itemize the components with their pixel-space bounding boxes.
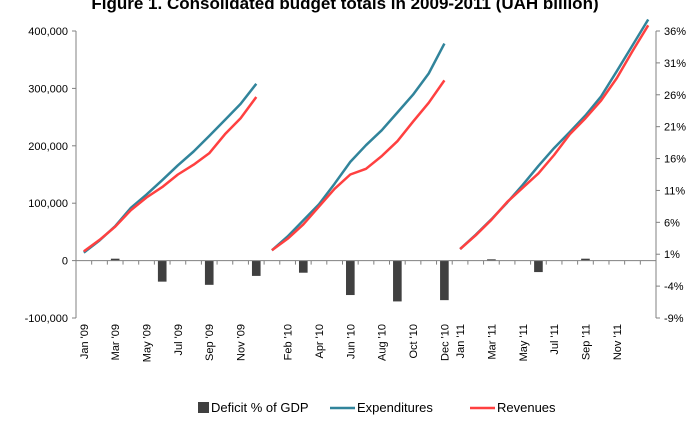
revenuesline-2011: [459, 24, 650, 251]
left-tick-label: 0: [62, 256, 68, 268]
left-tick-label: -100,000: [25, 313, 68, 325]
right-tick-label: 11%: [664, 185, 685, 197]
right-tick-label: -4%: [664, 281, 684, 293]
legend-label: Expenditures: [357, 400, 433, 415]
deficit-bar: [110, 258, 120, 261]
deficit-bar: [487, 259, 496, 261]
right-tick-label: 21%: [664, 122, 686, 134]
legend-label: Revenues: [497, 400, 556, 415]
right-tick-label: 31%: [664, 58, 686, 70]
x-tick-label: Jul '09: [173, 324, 185, 355]
deficit-bar: [251, 260, 261, 276]
left-axis: -100,000 0 100,000 200,000 300,000 400,000: [25, 26, 77, 325]
x-tick-label: Nov '11: [612, 324, 624, 360]
deficit-bar: [393, 260, 402, 302]
legend-swatch-deficit: [198, 402, 209, 413]
x-tick-label: Sep '11: [580, 324, 592, 360]
deficit-bar: [534, 260, 543, 273]
revenuesline-2010: [271, 79, 446, 252]
x-tick-label: Nov '09: [236, 324, 248, 361]
expendituresline-2010: [271, 43, 446, 252]
right-tick-label: 6%: [664, 217, 680, 229]
x-tick-label: Feb '10: [283, 324, 295, 360]
x-tick-label: Mar '09: [110, 324, 122, 360]
x-tick-label: Apr '10: [314, 324, 326, 359]
left-tick-label: 200,000: [28, 141, 68, 153]
x-tick-label: May '09: [142, 324, 154, 362]
x-tick-label: Jan '11: [455, 324, 467, 358]
x-tick-label: Mar '11: [486, 324, 498, 360]
x-tick-label: Aug '10: [377, 324, 389, 361]
deficit-bar: [440, 260, 449, 301]
plot-area: [83, 18, 650, 302]
left-tick-label: 400,000: [28, 26, 68, 38]
chart-title: Figure 1. Consolidated budget totals in …: [91, 0, 598, 13]
revenuesline-2009: [83, 96, 258, 253]
right-axis: -9% -4% 1% 6% 11% 16% 21% 26% 31% 36%: [655, 26, 686, 325]
left-tick-label: 300,000: [28, 83, 68, 95]
right-tick-label: 36%: [664, 26, 686, 38]
legend: Deficit % of GDP Expenditures Revenues: [198, 400, 556, 415]
legend-label: Deficit % of GDP: [211, 400, 309, 415]
right-tick-label: 1%: [664, 249, 680, 261]
deficit-bar: [157, 260, 167, 282]
expendituresline-2011: [459, 18, 650, 251]
deficit-bar: [581, 258, 590, 261]
x-axis: Jan '09 Mar '09 May '09 Jul '09 Sep '09 Nov '…: [75, 260, 657, 362]
deficit-bar: [298, 260, 308, 273]
right-tick-label: 26%: [664, 90, 686, 102]
expendituresline-2009: [83, 83, 258, 254]
x-tick-label: Jul '11: [549, 324, 561, 355]
x-tick-label: Dec '10: [439, 324, 451, 361]
x-tick-label: Sep '09: [204, 324, 216, 361]
deficit-bar: [204, 260, 214, 285]
right-tick-label: -9%: [664, 313, 684, 325]
x-tick-label: Jun '10: [345, 324, 357, 359]
x-tick-label: May '11: [518, 324, 530, 361]
deficit-bar: [346, 260, 355, 296]
right-tick-label: 16%: [664, 154, 686, 166]
x-tick-label: Oct '10: [408, 324, 420, 359]
left-tick-label: 100,000: [28, 198, 68, 210]
x-tick-label: Jan '09: [79, 324, 91, 359]
